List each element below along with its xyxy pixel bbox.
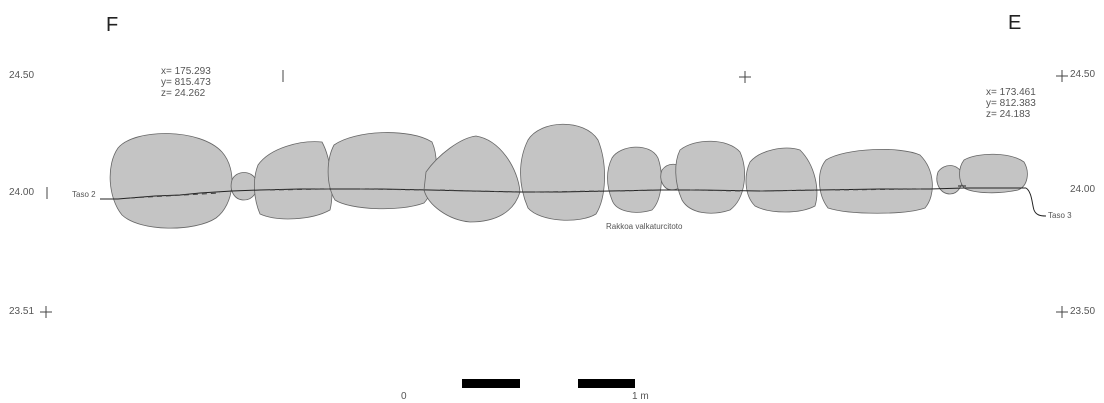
stone-10	[745, 147, 818, 213]
stone-3	[254, 141, 333, 220]
layer-label-left: Taso 2	[72, 190, 96, 199]
interior-dashes	[129, 188, 926, 199]
cross-mark-top-right	[1056, 70, 1068, 82]
coordinate-left-x: x= 175.293	[161, 66, 211, 77]
coordinate-left-y: y= 815.473	[161, 77, 211, 88]
scale-label-end: 1 m	[632, 391, 649, 402]
elevation-left-top: 24.50	[9, 70, 35, 81]
coordinate-left-z: z= 24.262	[161, 88, 206, 99]
elevation-left-bottom: 23.51	[9, 306, 35, 317]
scale-bar-segment-1	[462, 379, 520, 388]
coordinate-right-x: x= 173.461	[986, 87, 1036, 98]
stone-6	[520, 123, 605, 221]
stone-4	[327, 132, 437, 210]
stone-11	[819, 149, 933, 214]
stones	[109, 123, 1028, 229]
elevation-right-bottom: 23.50	[1070, 306, 1096, 317]
coordinate-right-z: z= 24.183	[986, 109, 1031, 120]
stone-1	[109, 133, 233, 229]
layer-label-right: Taso 3	[1048, 211, 1072, 220]
scale-label-start: 0	[401, 391, 407, 402]
elevation-right-top: 24.50	[1070, 69, 1096, 80]
elevation-right-mid: 24.00	[1070, 184, 1096, 195]
coordinate-right-y: y= 812.383	[986, 98, 1036, 109]
stone-2	[230, 172, 258, 201]
cross-mark-bottom-right	[1056, 306, 1068, 318]
stone-13	[959, 153, 1028, 194]
stone-5	[423, 135, 521, 223]
elevation-left-mid: 24.00	[9, 187, 35, 198]
coordinates-right: x= 173.461 y= 812.383 z= 24.183	[986, 87, 1036, 120]
scale-bar-segment-2	[578, 379, 635, 388]
section-endpoint-right-label: E	[1008, 12, 1022, 34]
cross-mark-bottom-left	[40, 306, 52, 318]
layer-line-right-drop	[1025, 187, 1047, 217]
coordinates-left: x= 175.293 y= 815.473 z= 24.262	[161, 66, 211, 99]
section-endpoint-left-label: F	[106, 14, 119, 36]
stone-9	[675, 140, 745, 214]
center-annotation: Rakkoa valkaturcitoto	[606, 222, 683, 231]
cross-mark-top-center	[739, 71, 751, 83]
stone-12	[936, 165, 963, 195]
reference-marks	[40, 70, 1068, 318]
stone-7	[607, 146, 662, 213]
